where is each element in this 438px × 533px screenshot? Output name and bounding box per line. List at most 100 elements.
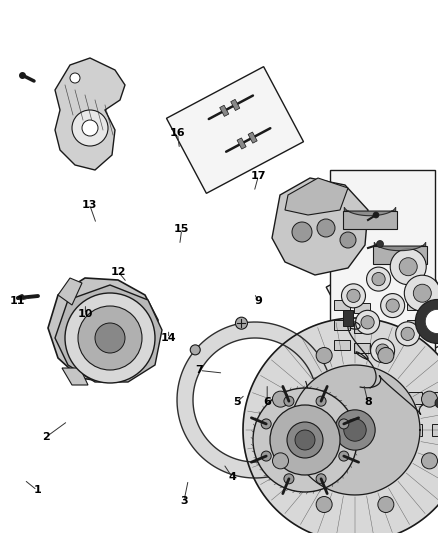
Circle shape [425, 309, 438, 334]
Polygon shape [62, 368, 88, 385]
Circle shape [82, 120, 98, 136]
Circle shape [347, 289, 360, 302]
Text: 2: 2 [42, 432, 50, 442]
Polygon shape [55, 285, 162, 382]
Circle shape [415, 300, 438, 343]
Circle shape [236, 317, 247, 329]
Polygon shape [374, 243, 426, 251]
Bar [320, 424, 338, 436]
Circle shape [390, 249, 426, 285]
Circle shape [367, 267, 391, 291]
Circle shape [253, 388, 357, 492]
Polygon shape [285, 178, 348, 215]
Circle shape [335, 410, 375, 450]
Polygon shape [343, 310, 353, 326]
Circle shape [339, 451, 349, 461]
Circle shape [372, 272, 385, 286]
Text: 12: 12 [110, 267, 126, 277]
Circle shape [371, 338, 395, 362]
Bar [404, 424, 422, 436]
Circle shape [284, 474, 294, 484]
Bar [348, 392, 366, 404]
Circle shape [270, 405, 340, 475]
Text: 9: 9 [254, 296, 262, 306]
Circle shape [316, 396, 326, 406]
Polygon shape [55, 58, 125, 170]
Circle shape [421, 453, 438, 469]
Polygon shape [243, 318, 438, 533]
Circle shape [435, 398, 438, 408]
Circle shape [378, 348, 394, 364]
Circle shape [361, 316, 374, 329]
Polygon shape [177, 322, 330, 478]
Bar [354, 343, 370, 353]
Text: 6: 6 [263, 398, 271, 407]
Polygon shape [248, 132, 257, 143]
Circle shape [404, 275, 438, 311]
Circle shape [396, 322, 420, 346]
Circle shape [272, 453, 289, 469]
Bar [376, 392, 394, 404]
Polygon shape [166, 67, 304, 193]
Circle shape [78, 306, 142, 370]
Circle shape [287, 422, 323, 458]
Bar [334, 300, 350, 310]
Text: 14: 14 [161, 334, 177, 343]
Circle shape [378, 497, 394, 513]
Text: 4: 4 [228, 472, 236, 482]
Polygon shape [231, 99, 240, 110]
Bar [354, 303, 370, 313]
Text: 11: 11 [10, 296, 25, 306]
Polygon shape [220, 105, 229, 116]
Bar [334, 340, 350, 350]
Bar [432, 392, 438, 404]
Text: 5: 5 [233, 398, 240, 407]
Text: 13: 13 [82, 200, 98, 210]
Circle shape [292, 222, 312, 242]
Text: 16: 16 [170, 128, 185, 138]
Circle shape [356, 310, 380, 334]
Bar [334, 320, 350, 330]
Circle shape [386, 299, 399, 312]
Text: 8: 8 [364, 398, 372, 407]
Circle shape [377, 240, 384, 247]
Circle shape [344, 419, 366, 441]
Circle shape [261, 451, 271, 461]
Circle shape [316, 474, 326, 484]
Circle shape [339, 419, 349, 429]
Polygon shape [310, 380, 438, 480]
Bar [404, 392, 422, 404]
Circle shape [413, 284, 431, 302]
Circle shape [401, 327, 414, 341]
Polygon shape [237, 138, 246, 149]
Circle shape [399, 258, 417, 276]
Bar [354, 323, 370, 333]
Polygon shape [373, 246, 427, 264]
Text: 17: 17 [251, 171, 266, 181]
Circle shape [72, 110, 108, 146]
Polygon shape [272, 178, 368, 275]
Circle shape [316, 348, 332, 364]
Circle shape [376, 344, 389, 357]
Polygon shape [344, 207, 396, 216]
Bar [407, 300, 423, 310]
Text: 15: 15 [174, 224, 190, 234]
Circle shape [381, 294, 405, 318]
Circle shape [373, 212, 379, 218]
Text: 10: 10 [78, 310, 93, 319]
Circle shape [421, 391, 438, 407]
Circle shape [340, 232, 356, 248]
Polygon shape [326, 240, 438, 380]
Bar [348, 424, 366, 436]
Circle shape [317, 219, 335, 237]
Bar [376, 424, 394, 436]
Polygon shape [58, 278, 82, 305]
Polygon shape [290, 365, 420, 495]
Polygon shape [343, 211, 397, 229]
Circle shape [65, 293, 155, 383]
Bar [320, 392, 338, 404]
Text: 1: 1 [33, 486, 41, 495]
Circle shape [316, 497, 332, 513]
Bar [407, 320, 423, 330]
Circle shape [261, 419, 271, 429]
